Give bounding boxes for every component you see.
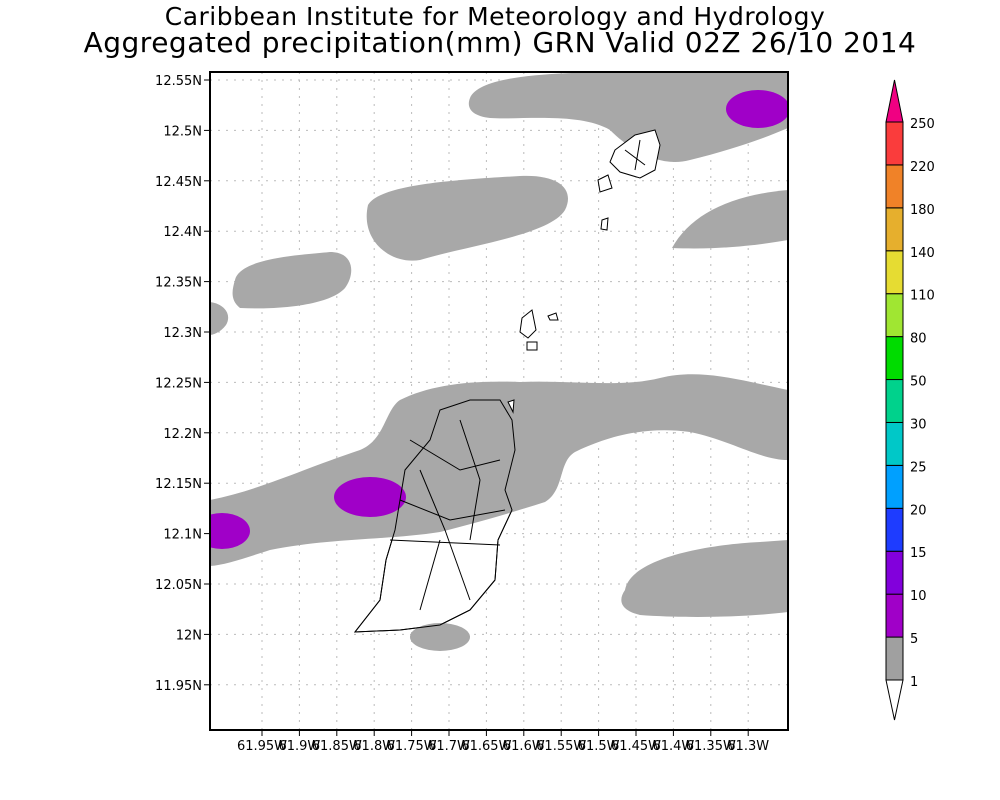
lat-label: 12.45N <box>155 175 202 190</box>
colorbar-segment <box>885 550 904 595</box>
colorbar-segment <box>885 636 904 681</box>
colorbar-segment <box>885 207 904 252</box>
lat-label: 12.05N <box>155 578 202 593</box>
lat-label: 12.25N <box>155 376 202 391</box>
axes: 12.55N 12.5N 12.45N 12.4N 12.35N 12.3N 12.25N 1… <box>155 74 769 754</box>
lon-label: 61.3W <box>727 739 769 754</box>
lon-label: 61.85W <box>312 739 362 754</box>
precip-field <box>210 72 788 651</box>
colorbar-label: 10 <box>910 589 927 604</box>
colorbar-segment <box>885 507 904 552</box>
colorbar-segment <box>885 593 904 638</box>
colorbar-label: 1 <box>910 675 918 690</box>
lat-label: 12N <box>176 628 202 643</box>
colorbar-segment <box>885 464 904 509</box>
colorbar-segment <box>885 121 904 166</box>
rain-area-1-5mm <box>210 72 788 651</box>
colorbar-segment <box>885 293 904 338</box>
lat-label: 12.4N <box>163 225 202 240</box>
lon-label: 61.45W <box>611 739 661 754</box>
colorbar-bottom-arrow <box>885 679 904 721</box>
rain-area-5-10mm <box>210 90 788 549</box>
lat-label: 12.5N <box>163 124 202 139</box>
lon-label: 61.4W <box>652 739 694 754</box>
lat-label: 11.95N <box>155 679 202 694</box>
lat-label: 12.35N <box>155 276 202 291</box>
colorbar-label: 80 <box>910 332 927 347</box>
colorbar-label: 220 <box>910 160 935 175</box>
coastlines <box>353 129 661 633</box>
colorbar-label: 30 <box>910 417 927 432</box>
lon-label: 61.5W <box>578 739 620 754</box>
colorbar-label: 50 <box>910 375 927 390</box>
lon-label: 61.8W <box>353 739 395 754</box>
lon-label: 61.6W <box>503 739 545 754</box>
colorbar-label: 25 <box>910 460 927 475</box>
lon-label: 61.75W <box>387 739 437 754</box>
colorbar-label: 110 <box>910 289 935 304</box>
colorbar-label: 15 <box>910 546 927 561</box>
title-line-2: Aggregated precipitation(mm) GRN Valid 0… <box>83 26 917 59</box>
colorbar-top-arrow <box>885 79 904 123</box>
lon-label: 61.95W <box>237 739 287 754</box>
lon-label: 61.35W <box>686 739 736 754</box>
map-frame <box>209 71 789 731</box>
title-line-1: Caribbean Institute for Meteorology and … <box>164 2 826 31</box>
colorbar-label: 250 <box>910 117 935 132</box>
colorbar-label: 140 <box>910 246 935 261</box>
lat-label: 12.1N <box>163 528 202 543</box>
lon-label: 61.65W <box>461 739 511 754</box>
colorbar-label: 180 <box>910 203 935 218</box>
colorbar-segment <box>885 164 904 209</box>
lat-label: 12.2N <box>163 427 202 442</box>
lat-label: 12.15N <box>155 477 202 492</box>
colorbar-segment <box>885 379 904 423</box>
colorbar-segment <box>885 336 904 381</box>
colorbar-label: 20 <box>910 503 927 518</box>
lon-label: 61.55W <box>536 739 586 754</box>
colorbar-label: 5 <box>910 632 918 647</box>
lon-label: 61.7W <box>428 739 470 754</box>
colorbar-segment <box>885 421 904 466</box>
lat-label: 12.55N <box>155 74 202 89</box>
lat-label: 12.3N <box>163 326 202 341</box>
lon-label: 61.9W <box>278 739 320 754</box>
colorbar-segment <box>885 250 904 295</box>
